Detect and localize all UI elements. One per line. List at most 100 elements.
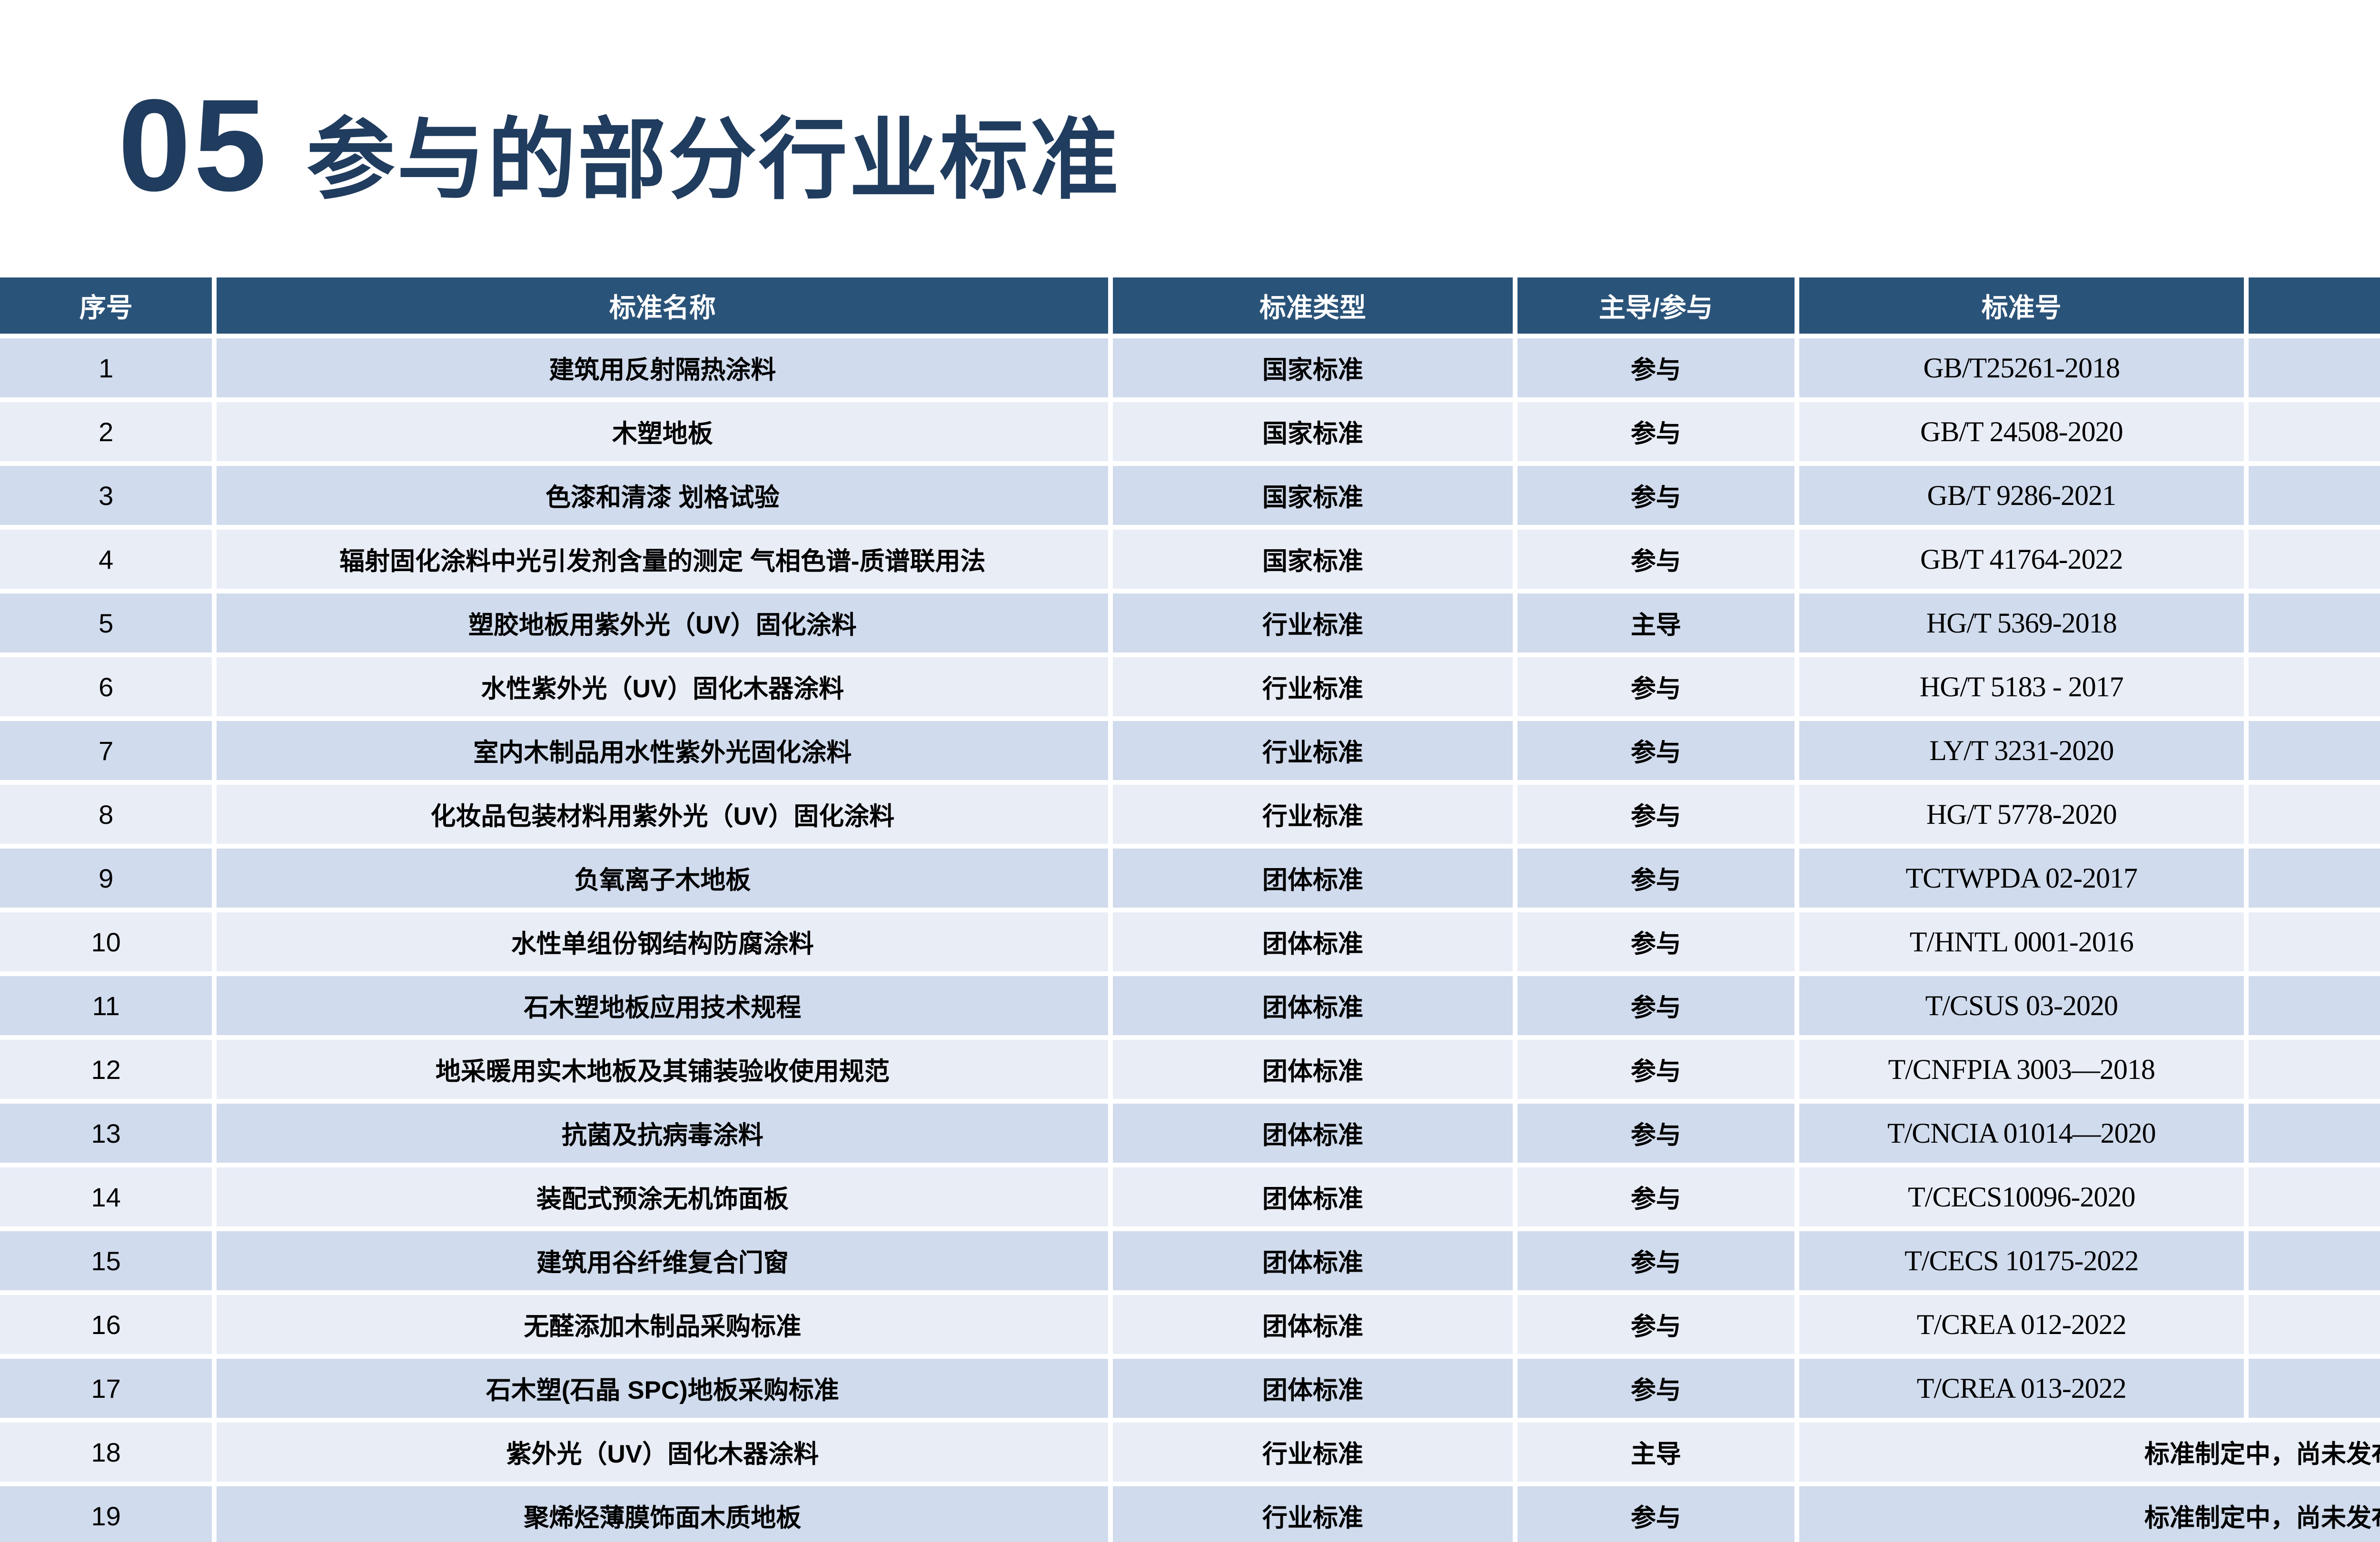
cell-standard-name: 地采暖用实木地板及其铺装验收使用规范 <box>217 1040 1109 1099</box>
column-header: 标准名称 <box>217 277 1109 334</box>
cell-index: 11 <box>0 976 212 1035</box>
cell-standard-code: GB/T 24508-2020 <box>1799 402 2244 461</box>
cell-publish-date: 2022-2-25 <box>2248 1231 2380 1290</box>
cell-lead-or-join: 参与 <box>1517 1231 1795 1290</box>
cell-standard-code: HG/T 5183 - 2017 <box>1799 657 2244 716</box>
cell-publish-date: 2020-12-9 <box>2248 785 2380 844</box>
cell-standard-name: 化妆品包装材料用紫外光（UV）固化涂料 <box>217 785 1109 844</box>
cell-publish-date: 2017-11-7 <box>2248 657 2380 716</box>
cell-publish-date: 2022-10-12 <box>2248 530 2380 589</box>
cell-standard-name: 色漆和清漆 划格试验 <box>217 466 1109 525</box>
cell-publish-date: 2020-11-24 <box>2248 1104 2380 1163</box>
cell-standard-code: GB/T 41764-2022 <box>1799 530 2244 589</box>
cell-lead-or-join: 参与 <box>1517 785 1795 844</box>
cell-standard-type: 行业标准 <box>1113 1423 1513 1482</box>
table-row: 4 辐射固化涂料中光引发剂含量的测定 气相色谱-质谱联用法 国家标准 参与 GB/T 4… <box>0 530 2380 589</box>
cell-lead-or-join: 主导 <box>1517 1423 1795 1482</box>
cell-standard-code: T/CECS 10175-2022 <box>1799 1231 2244 1290</box>
section-number: 05 <box>118 72 269 218</box>
cell-standard-type: 团体标准 <box>1113 1231 1513 1290</box>
cell-publish-date: 2020-12-29 <box>2248 721 2380 780</box>
cell-standard-code: LY/T 3231-2020 <box>1799 721 2244 780</box>
cell-standard-code: T/CNCIA 01014—2020 <box>1799 1104 2244 1163</box>
cell-lead-or-join: 主导 <box>1517 593 1795 652</box>
cell-standard-type: 团体标准 <box>1113 1295 1513 1354</box>
cell-standard-name: 辐射固化涂料中光引发剂含量的测定 气相色谱-质谱联用法 <box>217 530 1109 589</box>
cell-lead-or-join: 参与 <box>1517 1295 1795 1354</box>
table-row: 18 紫外光（UV）固化木器涂料 行业标准 主导 标准制定中，尚未发布 <box>0 1423 2380 1482</box>
cell-standard-type: 团体标准 <box>1113 1040 1513 1099</box>
cell-index: 12 <box>0 1040 212 1099</box>
cell-lead-or-join: 参与 <box>1517 912 1795 971</box>
cell-standard-name: 水性单组份钢结构防腐涂料 <box>217 912 1109 971</box>
cell-standard-type: 行业标准 <box>1113 1486 1513 1542</box>
cell-lead-or-join: 参与 <box>1517 657 1795 716</box>
cell-publish-date: 2018-11-8 <box>2248 593 2380 652</box>
cell-status-merged: 标准制定中，尚未发布 <box>1799 1486 2380 1542</box>
cell-lead-or-join: 参与 <box>1517 530 1795 589</box>
cell-standard-name: 石木塑(石晶 SPC)地板采购标准 <box>217 1359 1109 1418</box>
cell-publish-date: 2018-9-28 <box>2248 1040 2380 1099</box>
cell-standard-name: 装配式预涂无机饰面板 <box>217 1167 1109 1226</box>
page-title: 参与的部分行业标准 <box>306 111 1121 209</box>
cell-standard-type: 团体标准 <box>1113 976 1513 1035</box>
cell-standard-name: 聚烯烃薄膜饰面木质地板 <box>217 1486 1109 1542</box>
cell-standard-code: HG/T 5369-2018 <box>1799 593 2244 652</box>
cell-standard-name: 室内木制品用水性紫外光固化涂料 <box>217 721 1109 780</box>
cell-index: 13 <box>0 1104 212 1163</box>
cell-index: 9 <box>0 849 212 908</box>
column-header: 序号 <box>0 277 212 334</box>
cell-index: 2 <box>0 402 212 461</box>
cell-standard-type: 行业标准 <box>1113 657 1513 716</box>
cell-standard-type: 团体标准 <box>1113 912 1513 971</box>
cell-standard-type: 国家标准 <box>1113 338 1513 397</box>
cell-standard-type: 国家标准 <box>1113 530 1513 589</box>
column-header: 主导/参与 <box>1517 277 1795 334</box>
slide-title: 05 参与的部分行业标准 <box>118 80 1121 211</box>
cell-lead-or-join: 参与 <box>1517 1104 1795 1163</box>
cell-standard-code: T/CSUS 03-2020 <box>1799 976 2244 1035</box>
table-row: 17 石木塑(石晶 SPC)地板采购标准 团体标准 参与 T/CREA 013-2022… <box>0 1359 2380 1418</box>
cell-standard-code: T/CNFPIA 3003—2018 <box>1799 1040 2244 1099</box>
cell-publish-date: 2021-8-20 <box>2248 466 2380 525</box>
cell-standard-name: 建筑用反射隔热涂料 <box>217 338 1109 397</box>
cell-lead-or-join: 参与 <box>1517 1359 1795 1418</box>
table-row: 14装配式预涂无机饰面板团体标准参与T/CECS10096-20202020-7… <box>0 1167 2380 1226</box>
cell-lead-or-join: 参与 <box>1517 721 1795 780</box>
cell-standard-code: GB/T25261-2018 <box>1799 338 2244 397</box>
table-row: 19 聚烯烃薄膜饰面木质地板 行业标准 参与 标准制定中，尚未发布 <box>0 1486 2380 1542</box>
cell-publish-date: 2018-7-13 <box>2248 338 2380 397</box>
cell-lead-or-join: 参与 <box>1517 1486 1795 1542</box>
cell-standard-code: GB/T 9286-2021 <box>1799 466 2244 525</box>
cell-standard-code: T/CREA 012-2022 <box>1799 1295 2244 1354</box>
cell-standard-name: 石木塑地板应用技术规程 <box>217 976 1109 1035</box>
table-row: 8 化妆品包装材料用紫外光（UV）固化涂料 行业标准 参与 HG/T 5778-2020… <box>0 785 2380 844</box>
cell-lead-or-join: 参与 <box>1517 402 1795 461</box>
cell-standard-type: 国家标准 <box>1113 402 1513 461</box>
cell-publish-date: 2020-11-19 <box>2248 402 2380 461</box>
cell-standard-name: 塑胶地板用紫外光（UV）固化涂料 <box>217 593 1109 652</box>
cell-status-merged: 标准制定中，尚未发布 <box>1799 1423 2380 1482</box>
cell-standard-name: 抗菌及抗病毒涂料 <box>217 1104 1109 1163</box>
cell-standard-code: T/CREA 013-2022 <box>1799 1359 2244 1418</box>
cell-lead-or-join: 参与 <box>1517 976 1795 1035</box>
cell-publish-date: 2020-4-3 <box>2248 976 2380 1035</box>
cell-index: 1 <box>0 338 212 397</box>
cell-index: 14 <box>0 1167 212 1226</box>
column-header: 标准类型 <box>1113 277 1513 334</box>
cell-index: 18 <box>0 1423 212 1482</box>
cell-standard-type: 团体标准 <box>1113 1104 1513 1163</box>
cell-standard-type: 行业标准 <box>1113 721 1513 780</box>
cell-standard-type: 行业标准 <box>1113 593 1513 652</box>
